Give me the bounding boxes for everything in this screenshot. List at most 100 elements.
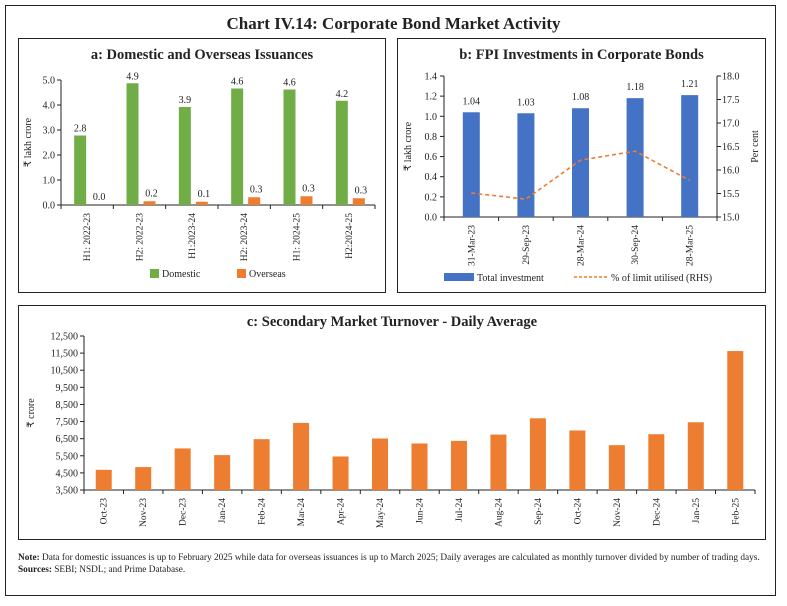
- x-tick-label: Nov-24: [613, 498, 623, 527]
- x-tick-label: May-24: [376, 498, 386, 528]
- x-tick-label: Feb-25: [731, 498, 741, 525]
- bar-domestic: [231, 88, 244, 205]
- y-axis-label-left: ₹ lakh crore: [403, 121, 414, 171]
- panel-c-title: c: Secondary Market Turnover - Daily Ave…: [246, 314, 538, 330]
- data-label-total-investment: 1.21: [681, 79, 699, 90]
- bar-total-investment: [572, 108, 589, 217]
- y-tick-label-right: 16.5: [722, 142, 740, 153]
- data-label-overseas: 0.3: [355, 185, 368, 196]
- y-tick-label-right: 17.5: [722, 95, 740, 106]
- y-tick-label: 9,500: [56, 383, 79, 394]
- bar-overseas: [352, 198, 365, 205]
- x-tick-label: Apr-24: [337, 498, 347, 525]
- x-tick-label: Oct-23: [100, 498, 110, 525]
- legend-swatch-domestic: [150, 269, 159, 278]
- y-tick-label: 2.0: [43, 151, 56, 162]
- data-label-total-investment: 1.18: [626, 82, 644, 93]
- bar-domestic: [126, 83, 139, 205]
- y-tick-label-right: 17.0: [722, 119, 740, 130]
- x-tick-label: Sep-24: [534, 498, 544, 525]
- x-tick-label: Feb-24: [258, 498, 268, 525]
- bar-turnover: [95, 469, 112, 490]
- bar-domestic: [74, 135, 87, 205]
- sources-text: SEBI; NSDL; and Prime Database.: [51, 565, 186, 575]
- bar-turnover: [332, 456, 349, 490]
- sources-label: Sources:: [18, 565, 52, 575]
- data-label-domestic: 4.2: [336, 89, 349, 100]
- x-tick-label: Oct-24: [573, 498, 583, 525]
- bar-turnover: [372, 438, 389, 490]
- x-tick-label: Dec-24: [652, 498, 662, 526]
- legend-label-total-investment: Total investment: [477, 273, 544, 284]
- bar-turnover: [727, 351, 744, 490]
- y-tick-label-left: 1.4: [425, 72, 438, 83]
- bar-total-investment: [626, 98, 644, 217]
- x-tick-label: H2: 2023-24: [240, 213, 250, 262]
- y-tick-label-right: 16.0: [722, 166, 740, 177]
- data-label-total-investment: 1.04: [463, 96, 481, 107]
- y-tick-label: 12,500: [51, 332, 79, 343]
- data-label-overseas: 0.3: [250, 184, 263, 195]
- bar-turnover: [253, 439, 270, 490]
- y-axis-label: ₹ lakh crore: [23, 117, 34, 167]
- x-tick-label: 28-Mar-24: [577, 225, 587, 266]
- x-tick-label: 29-Sep-23: [522, 225, 532, 265]
- y-tick-label: 11,500: [51, 349, 78, 360]
- data-label-overseas: 0.1: [198, 189, 211, 200]
- bar-domestic: [178, 107, 191, 205]
- x-tick-label: H1:2023-24: [188, 213, 198, 259]
- x-tick-label: Jan-25: [692, 498, 702, 524]
- x-tick-label: Nov-23: [139, 498, 149, 527]
- bar-turnover: [135, 467, 152, 490]
- chart-frame: [5, 5, 776, 596]
- x-tick-label: Mar-24: [297, 498, 307, 527]
- note-text: Data for domestic issuances is up to Feb…: [39, 553, 760, 563]
- x-tick-label: H2:2024-25: [345, 213, 355, 259]
- y-tick-label: 5,500: [56, 451, 79, 462]
- legend-label-overseas: Overseas: [249, 269, 286, 280]
- y-tick-label-left: 0.4: [425, 172, 438, 183]
- y-tick-label-left: 0.0: [425, 213, 438, 224]
- x-tick-label: Dec-23: [179, 498, 189, 526]
- footnote: Note: Data for domestic issuances is up …: [18, 552, 768, 576]
- main-title: Chart IV.14: Corporate Bond Market Activ…: [226, 14, 561, 33]
- y-tick-label-left: 0.2: [425, 192, 438, 203]
- bar-turnover: [687, 422, 704, 490]
- y-tick-label: 3,500: [56, 486, 79, 497]
- panel-b-fpi-investments: b: FPI Investments in Corporate Bonds: [397, 38, 766, 293]
- data-label-domestic: 4.9: [126, 71, 139, 82]
- bar-total-investment: [681, 95, 699, 217]
- data-label-overseas: 0.2: [145, 188, 158, 199]
- legend-label-domestic: Domestic: [162, 269, 201, 280]
- y-tick-label: 3.0: [43, 126, 56, 137]
- bar-turnover: [174, 448, 191, 490]
- sources-line: Sources: SEBI; NSDL; and Prime Database.: [18, 564, 768, 576]
- bar-turnover: [608, 445, 625, 490]
- data-label-total-investment: 1.03: [517, 97, 535, 108]
- y-axis-label-right: Per cent: [750, 130, 761, 163]
- y-tick-label: 4,500: [56, 468, 79, 479]
- bar-turnover: [490, 434, 507, 490]
- y-axis-label: ₹ crore: [26, 398, 37, 428]
- y-tick-label-left: 1.0: [425, 112, 438, 123]
- data-label-overseas: 0.3: [302, 183, 315, 194]
- bar-turnover: [411, 443, 428, 490]
- bar-turnover: [214, 455, 231, 490]
- bar-overseas: [143, 201, 156, 205]
- bar-total-investment: [517, 113, 535, 217]
- x-tick-label: H1: 2022-23: [83, 213, 93, 262]
- y-tick-label-right: 18.0: [722, 72, 740, 83]
- x-tick-label: 30-Sep-24: [631, 225, 641, 265]
- panel-c-secondary-market-turnover: c: Secondary Market Turnover - Daily Ave…: [18, 305, 766, 540]
- panel-a-title: a: Domestic and Overseas Issuances: [90, 47, 314, 63]
- bar-turnover: [529, 418, 546, 490]
- data-label-domestic: 2.8: [74, 124, 87, 135]
- x-tick-label: Jul-24: [455, 498, 465, 522]
- y-tick-label-left: 1.2: [425, 92, 438, 103]
- panel-a-domestic-overseas-issuances: a: Domestic and Overseas Issuances: [18, 38, 386, 293]
- bar-overseas: [195, 201, 208, 205]
- y-tick-label-right: 15.5: [722, 189, 740, 200]
- x-tick-label: H2: 2022-23: [136, 213, 146, 262]
- x-tick-label: 28-Mar-25: [686, 225, 696, 266]
- x-tick-label: Aug-24: [494, 498, 504, 527]
